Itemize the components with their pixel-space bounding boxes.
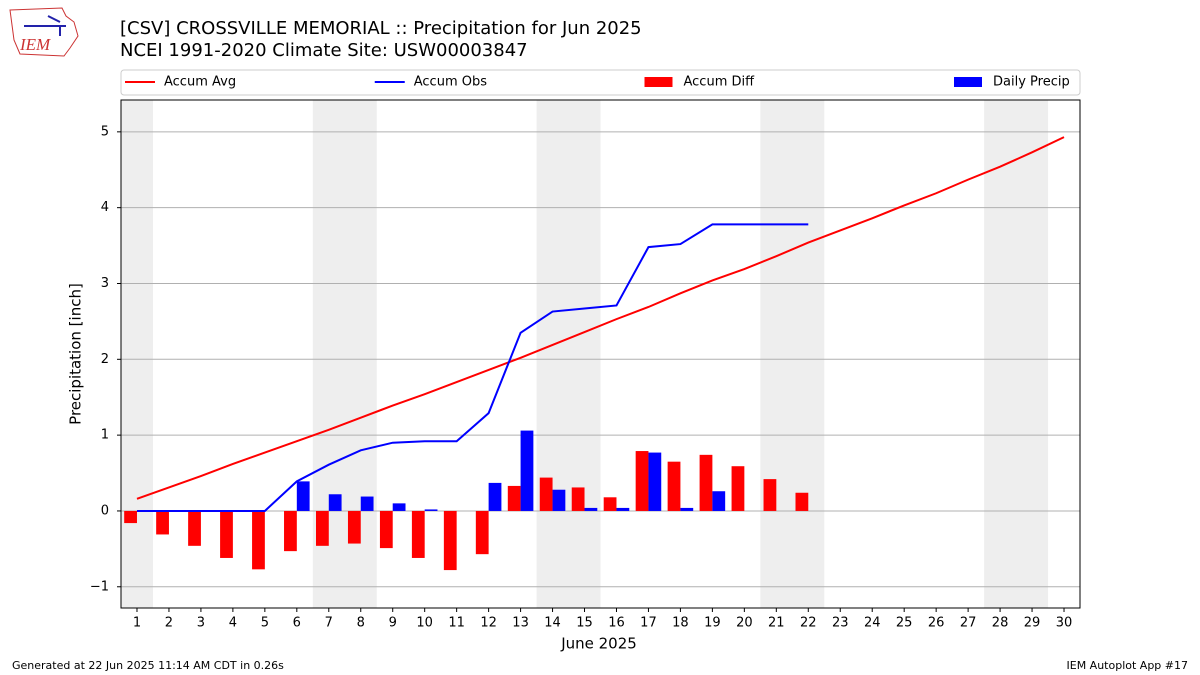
bar <box>188 510 201 546</box>
bar <box>392 503 406 511</box>
x-tick-label: 10 <box>416 616 433 631</box>
x-tick-label: 9 <box>389 616 397 631</box>
legend-label: Accum Avg <box>164 75 236 90</box>
x-tick-label: 13 <box>512 616 529 631</box>
bar <box>360 496 374 511</box>
x-tick-label: 15 <box>576 616 593 631</box>
y-tick-label: 4 <box>101 200 109 215</box>
bar <box>124 510 137 524</box>
line <box>136 223 809 512</box>
x-tick-label: 11 <box>448 616 465 631</box>
footer-right: IEM Autoplot App #17 <box>1067 659 1189 672</box>
logo: IEM <box>9 7 79 57</box>
x-tick-label: 6 <box>293 616 301 631</box>
x-tick-label: 16 <box>608 616 625 631</box>
x-tick-label: 29 <box>1024 616 1041 631</box>
bar <box>379 510 393 549</box>
y-tick-label: 5 <box>101 124 109 139</box>
bar <box>328 494 342 511</box>
bar <box>648 452 662 511</box>
bar <box>296 481 310 511</box>
chart-title: [CSV] CROSSVILLE MEMORIAL :: Precipitati… <box>120 18 642 39</box>
x-tick-label: 28 <box>992 616 1009 631</box>
legend-label: Daily Precip <box>993 75 1070 90</box>
bar <box>552 489 566 511</box>
x-tick-label: 2 <box>165 616 173 631</box>
bar <box>488 482 502 511</box>
x-tick-label: 22 <box>800 616 817 631</box>
weekend-shade <box>536 100 601 608</box>
weekend-shade <box>760 100 825 608</box>
x-tick-label: 23 <box>832 616 849 631</box>
legend-label: Accum Obs <box>414 75 487 90</box>
x-tick-label: 5 <box>261 616 269 631</box>
legend-box <box>120 69 1081 96</box>
bar <box>347 510 361 544</box>
plot-frame <box>120 99 1081 609</box>
bar <box>315 510 329 546</box>
bar <box>584 507 598 511</box>
x-tick-label: 12 <box>480 616 497 631</box>
x-tick-label: 24 <box>864 616 881 631</box>
bar <box>424 509 438 511</box>
legend-label: Accum Diff <box>684 75 756 90</box>
x-tick-label: 14 <box>544 616 561 631</box>
bar <box>571 487 585 511</box>
x-tick-label: 27 <box>960 616 977 631</box>
x-tick-label: 18 <box>672 616 689 631</box>
weekend-shade <box>984 100 1049 608</box>
logo-text: IEM <box>19 35 51 54</box>
bar <box>635 451 649 511</box>
bar <box>712 491 726 511</box>
x-tick-label: 4 <box>229 616 237 631</box>
y-tick-label: 0 <box>101 503 109 518</box>
legend-swatch <box>954 77 982 87</box>
logo-outline <box>9 7 79 57</box>
x-tick-label: 3 <box>197 616 205 631</box>
y-axis-label: Precipitation [inch] <box>67 283 85 425</box>
x-axis-label: June 2025 <box>560 635 637 653</box>
bar <box>795 492 809 511</box>
bar <box>156 510 169 535</box>
chart-subtitle: NCEI 1991-2020 Climate Site: USW00003847 <box>120 40 528 61</box>
x-tick-label: 20 <box>736 616 753 631</box>
x-tick-label: 21 <box>768 616 785 631</box>
footer-left: Generated at 22 Jun 2025 11:14 AM CDT in… <box>12 659 284 672</box>
bar <box>667 461 681 511</box>
x-tick-label: 17 <box>640 616 657 631</box>
x-tick-label: 7 <box>325 616 333 631</box>
bar <box>220 510 233 558</box>
bar <box>699 454 713 511</box>
y-tick-label: 1 <box>101 428 109 443</box>
x-tick-label: 30 <box>1056 616 1073 631</box>
bar <box>443 510 457 571</box>
bar <box>284 510 297 552</box>
y-tick-label: 2 <box>101 352 109 367</box>
bar <box>603 497 617 511</box>
bar <box>411 510 425 558</box>
line <box>136 136 1065 500</box>
logo-icon <box>24 15 66 36</box>
x-tick-label: 26 <box>928 616 945 631</box>
x-tick-label: 25 <box>896 616 913 631</box>
bar <box>539 477 553 511</box>
bar <box>520 430 534 511</box>
y-tick-label: −1 <box>90 579 109 594</box>
bar <box>507 485 521 511</box>
bar <box>763 479 777 511</box>
bar <box>731 466 745 511</box>
x-tick-label: 8 <box>357 616 365 631</box>
bar <box>252 510 265 570</box>
bar <box>616 507 630 511</box>
y-tick-label: 3 <box>101 276 109 291</box>
x-tick-label: 1 <box>133 616 141 631</box>
legend-swatch <box>644 77 673 87</box>
weekend-shade <box>121 100 153 608</box>
bar <box>475 510 489 555</box>
bar <box>680 507 694 511</box>
x-tick-label: 19 <box>704 616 721 631</box>
